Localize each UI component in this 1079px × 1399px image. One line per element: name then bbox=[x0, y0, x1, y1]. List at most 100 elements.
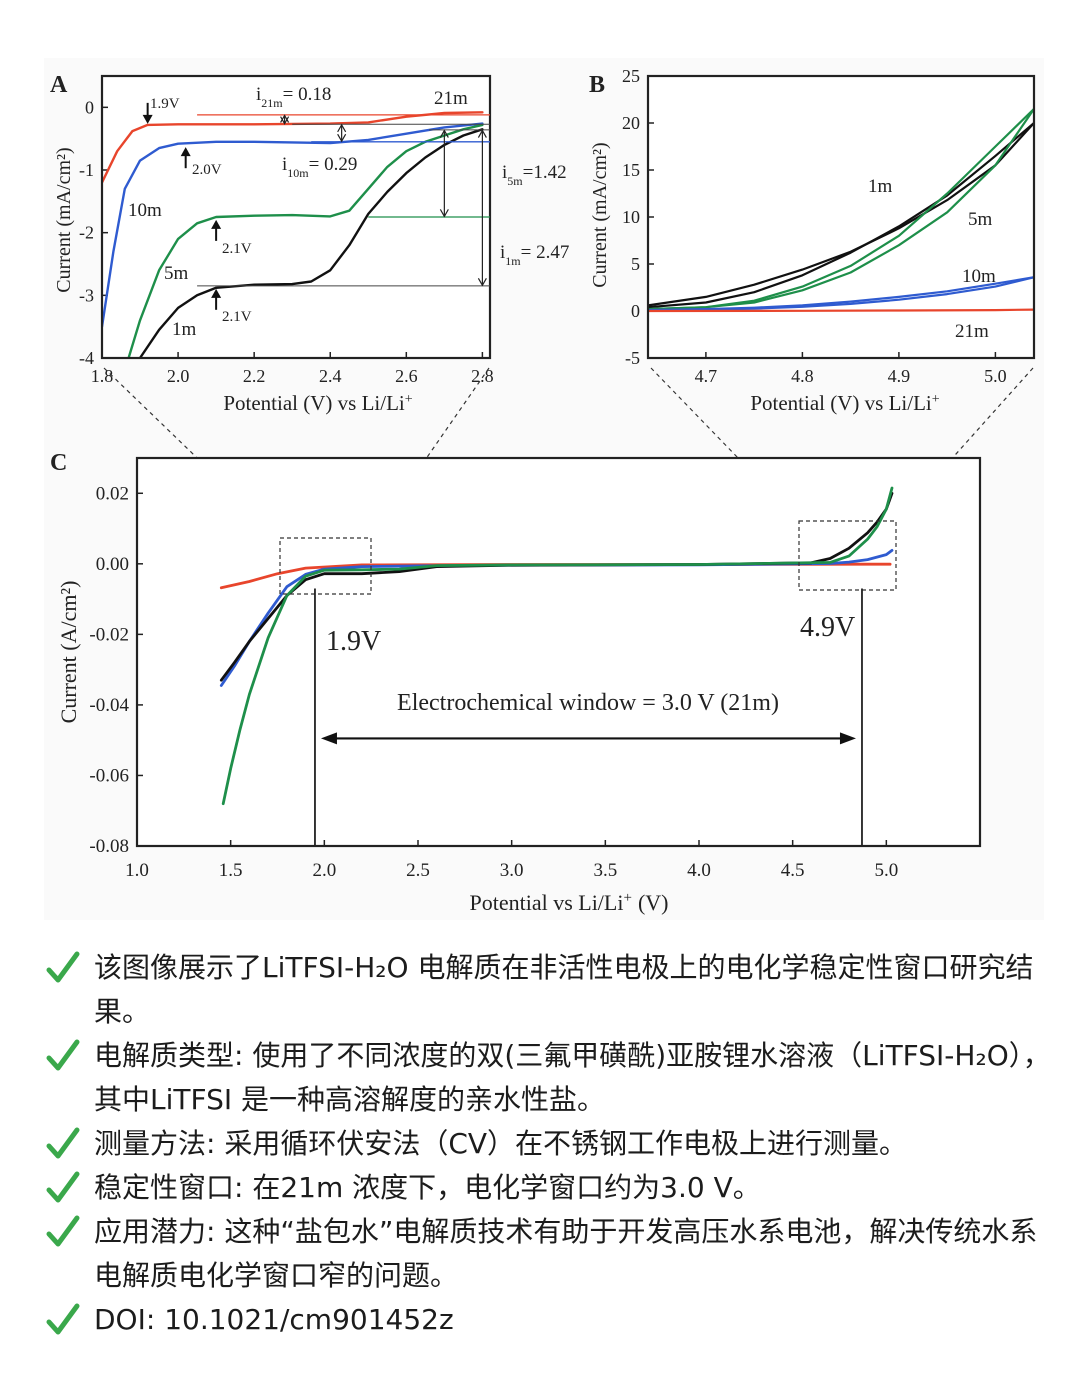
y-tick-label: -2 bbox=[79, 223, 94, 243]
x-tick-label: 2.2 bbox=[243, 366, 266, 386]
series-line-1m-return bbox=[648, 121, 1034, 309]
series-line-21m bbox=[648, 308, 1034, 313]
annotation-i21: i21m= 0.18 bbox=[256, 84, 331, 110]
annotation-i10-val: = 0.29 bbox=[309, 154, 358, 175]
bullet-text: 电解质类型: 使用了不同浓度的双(三氟甲磺酰)亚胺锂水溶液（LiTFSI-H₂O… bbox=[94, 1039, 1051, 1116]
panel-a-plot: 1.8 2.0 2.2 2.4 2.6 2.8 0 -1 -2 -3 -4 1.9V 2.0V 2.1V 2… bbox=[79, 74, 569, 386]
i21-arrow-head bbox=[280, 116, 290, 125]
onset-arrow-19-head bbox=[142, 114, 153, 124]
y-tick-label: 20 bbox=[622, 113, 640, 133]
x-tick-label: 2.0 bbox=[312, 860, 336, 881]
annotation-i21-val: = 0.18 bbox=[283, 84, 332, 105]
check-icon bbox=[46, 951, 80, 983]
y-tick-label: -0.06 bbox=[89, 765, 129, 786]
onset-arrow-20-head bbox=[180, 147, 191, 157]
label-1-9v: 1.9V bbox=[326, 626, 381, 657]
annotation-i1: i1m= 2.47 bbox=[500, 242, 569, 268]
check-icon bbox=[46, 1039, 80, 1071]
y-tick-label: -4 bbox=[79, 348, 94, 368]
bullet-item: 稳定性窗口: 在21m 浓度下，电化学窗口约为3.0 V。 bbox=[46, 1166, 1056, 1210]
series-label-10m: 10m bbox=[128, 200, 162, 221]
panel-b-plot: 4.7 4.8 4.9 5.0 25 20 15 10 5 0 -5 1m 5m 10m 21m bbox=[622, 66, 1036, 386]
x-tick-label: 2.5 bbox=[406, 860, 430, 881]
plot-area bbox=[137, 458, 980, 846]
annotation-i10-sub: 10m bbox=[287, 166, 309, 180]
onset-arrow-21b-head bbox=[211, 288, 222, 298]
x-tick-label: 4.7 bbox=[695, 366, 718, 386]
bullet-text: 稳定性窗口: 在21m 浓度下，电化学窗口约为3.0 V。 bbox=[94, 1171, 761, 1204]
x-tick-label: 2.4 bbox=[319, 366, 342, 386]
y-tick-label: -1 bbox=[79, 160, 94, 180]
x-tick-label: 2.8 bbox=[471, 366, 494, 386]
panel-c-plot: 1.0 1.5 2.0 2.5 3.0 3.5 4.0 4.5 5.0 0.02 0.00 -0.02… bbox=[89, 456, 982, 881]
window-arrow-head-right bbox=[839, 732, 856, 745]
x-tick-label: 3.0 bbox=[500, 860, 524, 881]
panel-b-ylabel: Current (mA/cm²) bbox=[589, 142, 611, 287]
y-tick-label: -0.08 bbox=[89, 836, 129, 857]
series-label-5m: 5m bbox=[164, 263, 189, 284]
series-line-5m-return bbox=[648, 107, 1034, 311]
annotation-i5: i5m=1.42 bbox=[502, 162, 567, 188]
bullet-item: 电解质类型: 使用了不同浓度的双(三氟甲磺酰)亚胺锂水溶液（LiTFSI-H₂O… bbox=[46, 1034, 1056, 1122]
series-label-10m: 10m bbox=[962, 266, 996, 287]
series-label-5m: 5m bbox=[968, 209, 993, 230]
series-group bbox=[648, 107, 1034, 313]
window-label: Electrochemical window = 3.0 V (21m) bbox=[397, 690, 779, 716]
annotation-i10-base: i bbox=[282, 154, 287, 175]
zoom-box-high bbox=[798, 520, 897, 591]
series-label-1m: 1m bbox=[172, 319, 197, 340]
panel-c-xlabel: Potential vs Li/Li+ (V) bbox=[469, 890, 668, 915]
bullet-text: 应用潜力: 这种“盐包水”电解质技术有助于开发高压水系电池，解决传统水系电解质电… bbox=[94, 1215, 1038, 1292]
i10-arrow-head bbox=[337, 123, 347, 133]
x-tick-label: 4.0 bbox=[687, 860, 711, 881]
i5-arrow-head bbox=[439, 129, 449, 138]
zoom-box-low bbox=[279, 537, 372, 595]
x-tick-label: 5.0 bbox=[874, 860, 898, 881]
x-tick-label: 3.5 bbox=[593, 860, 617, 881]
annotation-i21-sub: 21m bbox=[261, 96, 283, 110]
panel-label-b: B bbox=[589, 72, 605, 98]
series-line-10m bbox=[102, 122, 484, 328]
plot-frame bbox=[646, 74, 1036, 360]
panel-a-ylabel: Current (mA/cm²) bbox=[53, 147, 75, 292]
y-tick-label: 25 bbox=[622, 66, 640, 86]
i5-arrow-head bbox=[439, 209, 449, 218]
label-1-9v: 1.9V bbox=[150, 96, 180, 112]
y-tick-label: 5 bbox=[631, 254, 640, 274]
annotation-i1-val: = 2.47 bbox=[521, 242, 570, 263]
series-line-5m bbox=[221, 486, 894, 806]
bullet-item: 应用潜力: 这种“盐包水”电解质技术有助于开发高压水系电池，解决传统水系电解质电… bbox=[46, 1210, 1056, 1298]
check-icon bbox=[46, 1303, 80, 1335]
check-icon bbox=[46, 1171, 80, 1203]
annotation-i1-sub: 1m bbox=[505, 254, 521, 268]
series-line-5m bbox=[127, 123, 484, 358]
y-tick-label: 10 bbox=[622, 207, 640, 227]
series-label-1m: 1m bbox=[868, 176, 893, 197]
onset-arrow-21a-head bbox=[211, 219, 222, 229]
bullet-item: 测量方法: 采用循环伏安法（CV）在不锈钢工作电极上进行测量。 bbox=[46, 1122, 1056, 1166]
bullet-text: 该图像展示了LiTFSI-H₂O 电解质在非活性电极上的电化学稳定性窗口研究结果… bbox=[94, 951, 1034, 1028]
check-icon bbox=[46, 1215, 80, 1247]
x-tick-label: 1.0 bbox=[125, 860, 149, 881]
x-tick-label: 2.0 bbox=[167, 366, 190, 386]
series-line-1m bbox=[138, 128, 484, 358]
panel-label-c: C bbox=[50, 450, 67, 476]
x-tick-label: 2.6 bbox=[395, 366, 418, 386]
panel-a-xlabel: Potential (V) vs Li/Li+ bbox=[223, 391, 412, 415]
i10-arrow-head bbox=[337, 133, 347, 143]
window-arrow-head-left bbox=[320, 732, 337, 745]
x-tick-label: 4.5 bbox=[781, 860, 805, 881]
summary-list: 该图像展示了LiTFSI-H₂O 电解质在非活性电极上的电化学稳定性窗口研究结果… bbox=[46, 946, 1056, 1342]
i1-arrow-head bbox=[477, 129, 487, 138]
panel-c-ylabel: Current (A/cm²) bbox=[56, 581, 81, 724]
bullet-item: 该图像展示了LiTFSI-H₂O 电解质在非活性电极上的电化学稳定性窗口研究结果… bbox=[46, 946, 1056, 1034]
y-tick-label: 0.02 bbox=[96, 483, 129, 504]
label-2-1v: 2.1V bbox=[222, 309, 252, 325]
y-tick-label: 0.00 bbox=[96, 554, 129, 575]
x-tick-label: 1.5 bbox=[219, 860, 243, 881]
label-4-9v: 4.9V bbox=[800, 612, 855, 643]
annotation-i10: i10m= 0.29 bbox=[282, 154, 357, 180]
check-icon bbox=[46, 1127, 80, 1159]
bullet-text: 测量方法: 采用循环伏安法（CV）在不锈钢工作电极上进行测量。 bbox=[94, 1127, 908, 1160]
series-label-21m: 21m bbox=[955, 321, 989, 342]
